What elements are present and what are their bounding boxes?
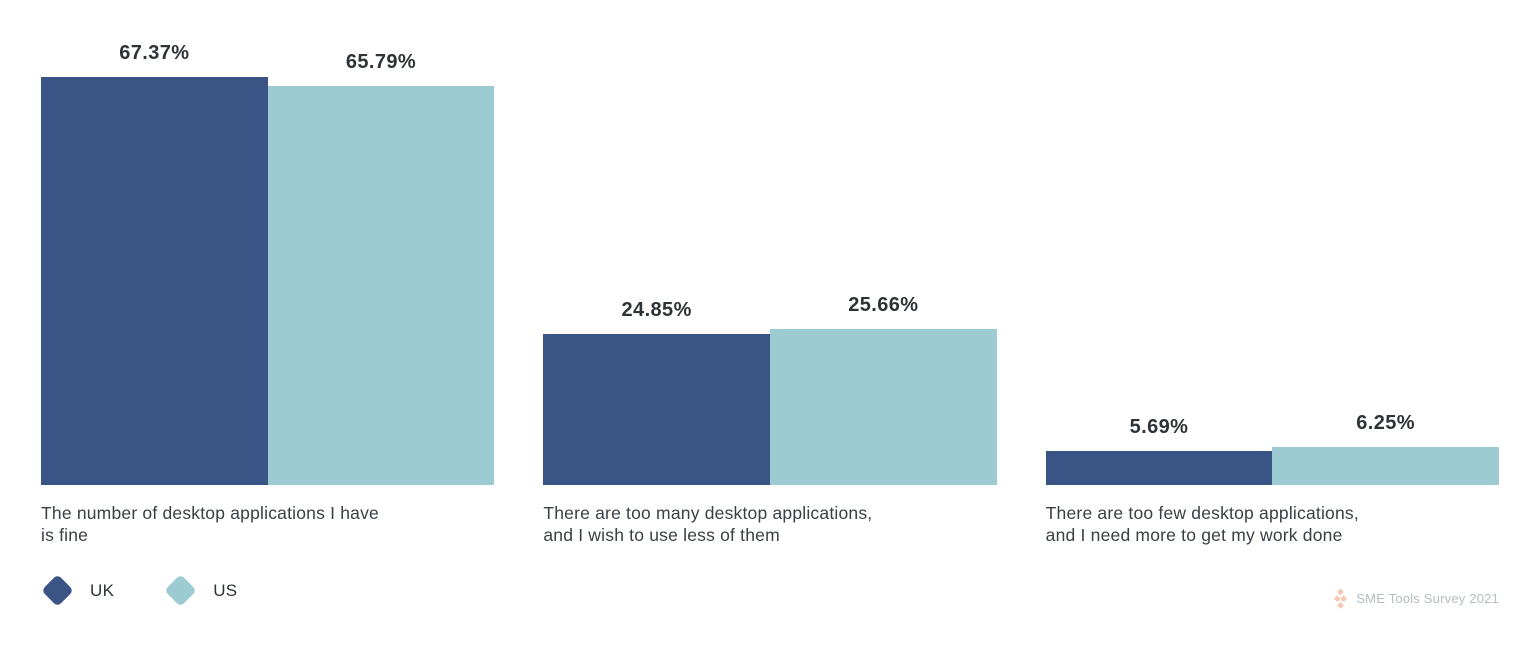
diamond-cluster-icon — [1334, 588, 1348, 609]
bar-us — [267, 86, 495, 485]
value-label: 5.69% — [1129, 415, 1189, 438]
chart-page: 67.37% 65.79% The number of desktop applic… — [41, 0, 1499, 610]
legend-label: UK — [90, 580, 115, 600]
legend-diamond-swatch — [164, 574, 197, 608]
bar-group: 5.69% 6.25% There are too few desktop appl… — [1045, 0, 1499, 547]
legend: UK US — [41, 574, 287, 608]
legend-item-us: US — [164, 574, 238, 608]
category-label: The number of desktop applications I hav… — [41, 503, 379, 546]
bar-us — [769, 329, 997, 485]
bar-uk — [41, 76, 268, 485]
value-label: 67.37% — [119, 41, 190, 64]
bar-us — [1272, 447, 1499, 485]
legend-diamond-swatch — [41, 574, 74, 608]
bar-group: 67.37% 65.79% The number of desktop applic… — [41, 0, 495, 547]
category-label: There are too few desktop applications, … — [1045, 503, 1359, 546]
attribution: SME Tools Survey 2021 — [1332, 588, 1499, 610]
plot-area: 5.69% 6.25% — [1045, 0, 1499, 485]
category-label: There are too many desktop applications,… — [543, 503, 873, 546]
value-label: 25.66% — [848, 294, 919, 317]
bar-uk — [543, 334, 770, 485]
legend-item-uk: UK — [41, 574, 115, 608]
attribution-text: SME Tools Survey 2021 — [1356, 591, 1499, 607]
grouped-bar-chart: 67.37% 65.79% The number of desktop applic… — [41, 0, 1499, 547]
plot-area: 67.37% 65.79% — [41, 0, 495, 485]
value-label: 65.79% — [345, 51, 417, 74]
footer-row: UK US SME Tools Survey 2021 — [41, 572, 1499, 610]
legend-label: US — [213, 580, 238, 600]
value-label: 24.85% — [621, 299, 692, 322]
bar-group: 24.85% 25.66% There are too many desktop a… — [543, 0, 997, 547]
plot-area: 24.85% 25.66% — [543, 0, 997, 485]
bar-uk — [1045, 450, 1273, 485]
value-label: 6.25% — [1356, 412, 1415, 435]
